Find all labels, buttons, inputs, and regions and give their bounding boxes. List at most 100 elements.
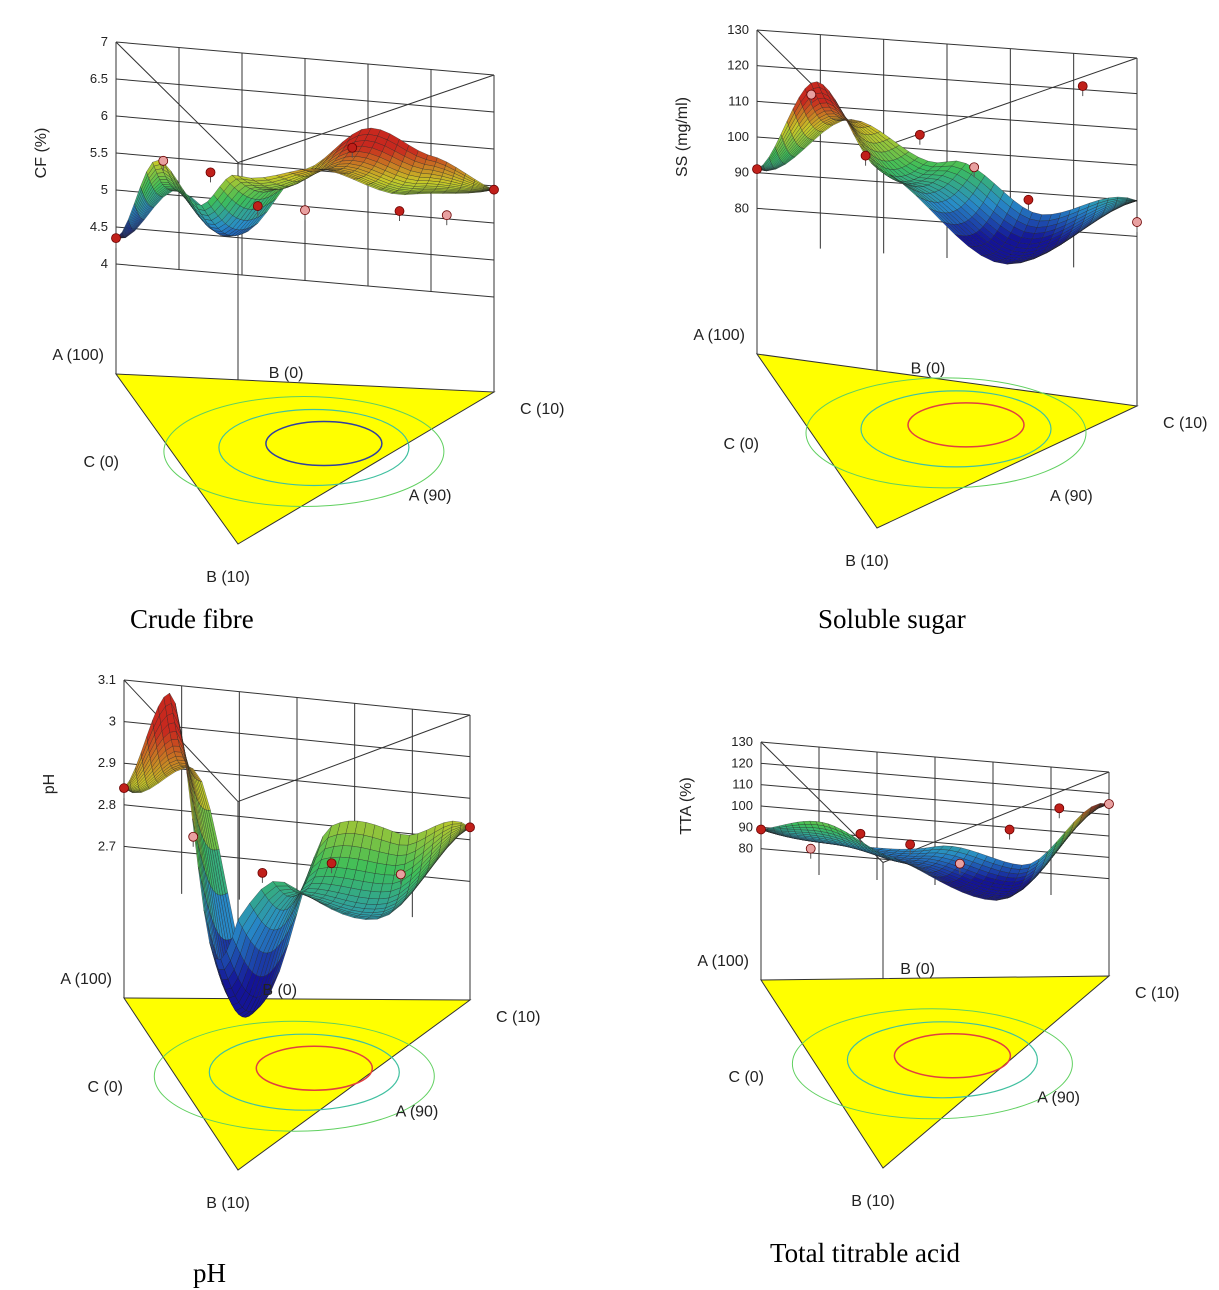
y-tick-label: 5.5 — [90, 145, 108, 160]
y-tick-label: 100 — [727, 129, 749, 144]
surface-cell — [422, 187, 437, 190]
chart-caption: Crude fibre — [130, 604, 254, 634]
design-point — [465, 822, 475, 833]
grid-line — [237, 74, 495, 164]
design-point — [1104, 799, 1114, 809]
y-tick-label: 110 — [732, 777, 753, 792]
chart-panel-total-titrable-acid: 80 90 100 110 120 130 TTA (%) A (100) B (0) C (10… — [615, 650, 1215, 1290]
grid-line — [237, 714, 471, 803]
y-tick-label: 2.7 — [98, 838, 116, 853]
contour-triangle — [123, 997, 472, 1171]
design-point — [914, 129, 925, 140]
design-point — [1004, 824, 1015, 835]
chart-panel-ph: 2.7 2.8 2.9 3 3.1 pH A (100) B (0) C (10) C (0) A … — [0, 650, 600, 1290]
surface-cell — [780, 829, 789, 832]
y-tick-label: 130 — [731, 734, 753, 749]
design-point — [905, 839, 916, 850]
contour-line — [791, 1008, 1073, 1120]
vertex-label: C (0) — [723, 436, 759, 453]
vertex-label: C (10) — [496, 1009, 540, 1026]
y-tick-label: 3 — [109, 714, 116, 729]
y-tick-label: 2.9 — [98, 755, 116, 770]
grid-line — [123, 804, 471, 841]
grid-line — [123, 721, 471, 758]
grid-line — [115, 115, 495, 150]
surface-cell — [416, 192, 432, 195]
response-surface — [760, 803, 1110, 901]
vertex-label: B (0) — [900, 961, 935, 978]
contour-line — [893, 1033, 1012, 1079]
y-tick-label: 4.5 — [90, 219, 108, 234]
grid-line — [115, 41, 495, 76]
y-tick-label: 6 — [101, 108, 108, 123]
grid-line — [115, 78, 495, 113]
design-point — [489, 184, 499, 195]
design-point — [257, 867, 268, 878]
design-point — [1077, 81, 1088, 91]
y-tick-label: 2.8 — [98, 797, 116, 812]
response-surface — [115, 127, 495, 239]
vertex-label: A (90) — [396, 1104, 439, 1121]
contour-line — [805, 377, 1087, 489]
surface-cell — [1117, 196, 1128, 199]
vertex-label: B (10) — [851, 1193, 895, 1210]
contour-line — [163, 396, 445, 507]
surface-cell — [386, 853, 398, 866]
design-point — [252, 201, 263, 211]
design-point — [969, 162, 980, 173]
design-point — [300, 205, 310, 216]
contour-line — [153, 1020, 435, 1132]
contour-line — [208, 1033, 400, 1111]
grid-line — [760, 741, 1110, 773]
vertex-label: B (10) — [845, 553, 889, 570]
plot-box — [115, 41, 495, 544]
surface-plot: 80 90 100 110 120 130 SS (mg/ml) A (100) B (0) C … — [674, 22, 1207, 570]
design-point — [326, 858, 337, 869]
surface-cell — [372, 873, 385, 885]
surface-cell — [388, 842, 400, 856]
design-point — [441, 210, 452, 221]
surface-cell — [455, 192, 470, 194]
grid-line — [760, 784, 1110, 816]
y-axis-label: TTA (%) — [678, 777, 695, 834]
grid-line — [115, 226, 495, 261]
design-point — [860, 150, 871, 161]
design-point — [347, 142, 358, 153]
vertex-label: C (0) — [728, 1069, 764, 1086]
grid-line — [760, 762, 1110, 794]
y-axis-label: SS (mg/ml) — [674, 97, 691, 177]
vertex-label: B (0) — [269, 365, 304, 382]
surface-cell — [429, 192, 445, 194]
surface-cell — [382, 874, 395, 885]
grid-line — [760, 805, 1110, 837]
vertex-label: A (100) — [52, 347, 104, 364]
contour-triangle — [114, 373, 496, 545]
contour-line — [860, 390, 1052, 468]
vertex-label: C (10) — [1135, 985, 1179, 1002]
surface-cell — [390, 830, 401, 846]
grid-line — [123, 679, 471, 716]
chart-caption: pH — [193, 1258, 226, 1288]
surface-cell — [417, 177, 431, 181]
surface-cell — [787, 829, 796, 832]
y-axis-label: pH — [41, 774, 58, 794]
vertex-label: A (100) — [693, 327, 745, 344]
surface-cell — [458, 827, 471, 837]
vertex-label: A (90) — [1050, 488, 1093, 505]
design-point — [188, 831, 199, 842]
response-surface — [123, 692, 471, 1018]
design-point — [205, 167, 216, 178]
design-point — [756, 824, 766, 835]
surface-cell — [397, 844, 409, 856]
vertex-label: A (90) — [409, 487, 452, 504]
grid-line — [756, 65, 1138, 95]
surface-cell — [384, 864, 396, 876]
contour-line — [255, 1045, 374, 1091]
chart-panel-crude-fibre: 4 4.5 5 5.5 6 6.5 7 CF (%) A (100) B (0) C (10) C (… — [0, 0, 600, 640]
chart-caption: Total titrable acid — [770, 1238, 961, 1268]
surface-cell — [295, 888, 311, 898]
y-tick-label: 90 — [735, 165, 749, 180]
vertex-label: B (0) — [262, 982, 297, 999]
grid-line — [756, 136, 1138, 166]
y-tick-label: 5 — [101, 182, 108, 197]
